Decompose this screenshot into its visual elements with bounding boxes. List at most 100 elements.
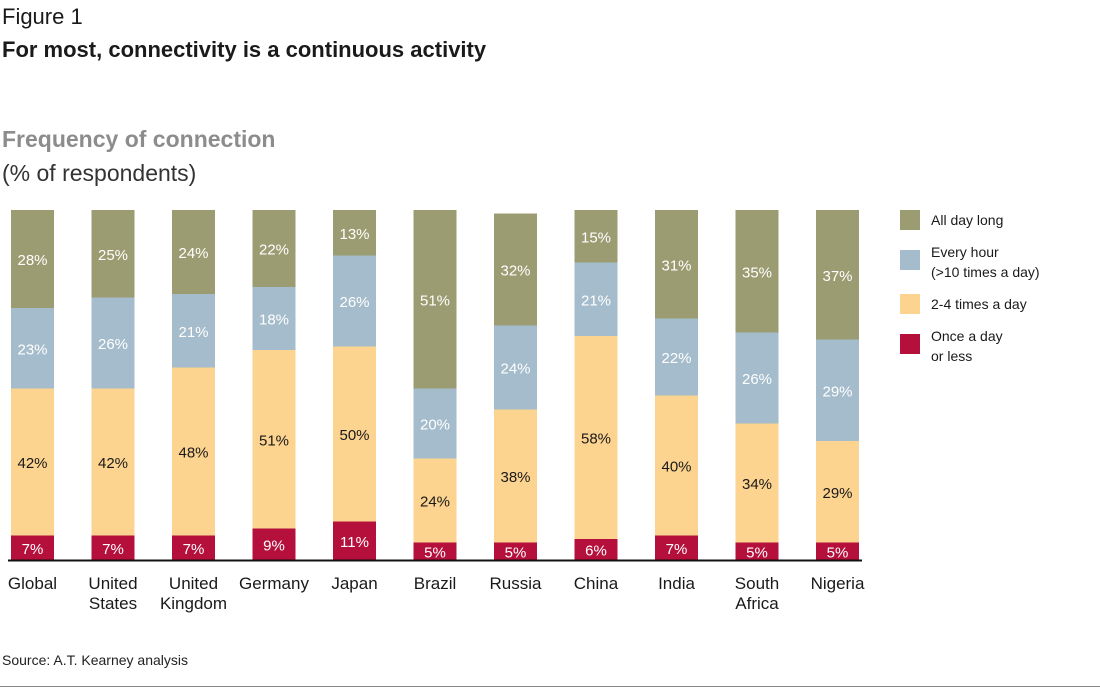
data-label-8-1: 6% xyxy=(585,543,607,560)
bar-segment-5-4 xyxy=(333,210,376,256)
data-label-2-1: 7% xyxy=(102,541,124,558)
legend-label-2-line-1: Every hour xyxy=(931,244,999,260)
data-label-10-1: 5% xyxy=(746,544,768,561)
category-label-2-line-2: States xyxy=(89,594,137,613)
bar-segment-2-3 xyxy=(91,297,135,389)
bar-segment-3-4 xyxy=(172,210,215,294)
data-label-9-2: 40% xyxy=(661,459,691,476)
bar-segment-8-4 xyxy=(574,210,618,263)
data-label-4-4: 22% xyxy=(259,242,289,259)
data-label-1-4: 28% xyxy=(17,252,47,269)
source-note: Source: A.T. Kearney analysis xyxy=(2,652,188,668)
data-label-7-4: 32% xyxy=(500,263,530,280)
bar-segment-10-2 xyxy=(735,423,779,543)
category-label-5: Japan xyxy=(331,574,377,593)
data-label-4-2: 51% xyxy=(259,432,289,449)
bar-segment-10-1 xyxy=(735,542,779,560)
data-label-5-3: 26% xyxy=(339,294,369,311)
bar-segment-2-1 xyxy=(91,535,135,560)
category-label-4: Germany xyxy=(239,574,309,593)
category-label-2-line-1: United xyxy=(88,574,137,593)
data-label-8-4: 15% xyxy=(581,229,611,246)
bar-segment-11-3 xyxy=(816,339,859,441)
legend-label-2-line-2: (>10 times a day) xyxy=(931,264,1040,280)
bar-segment-7-3 xyxy=(494,325,537,410)
bar-segment-10-3 xyxy=(735,332,779,424)
bar-segment-9-3 xyxy=(655,318,698,396)
data-label-7-1: 5% xyxy=(505,544,527,561)
bar-segment-4-4 xyxy=(252,210,296,287)
data-label-1-3: 23% xyxy=(17,341,47,358)
data-label-11-2: 29% xyxy=(822,485,852,502)
bar-segment-4-1 xyxy=(252,528,296,560)
category-label-7: Russia xyxy=(490,574,543,593)
data-label-6-2: 24% xyxy=(420,494,450,511)
bar-segment-9-1 xyxy=(655,535,698,560)
bar-segment-2-4 xyxy=(91,210,135,298)
data-label-7-2: 38% xyxy=(500,469,530,486)
legend-label-4-line-1: Once a day xyxy=(931,328,1003,344)
bar-segment-9-4 xyxy=(655,210,698,319)
data-label-11-3: 29% xyxy=(822,383,852,400)
data-label-8-3: 21% xyxy=(581,292,611,309)
bar-segment-1-4 xyxy=(11,210,54,308)
category-label-3-line-2: Kingdom xyxy=(160,594,227,613)
category-label-11: Nigeria xyxy=(811,574,865,593)
legend-swatch-4 xyxy=(900,334,920,354)
data-label-5-4: 13% xyxy=(339,226,369,243)
data-label-10-3: 26% xyxy=(742,371,772,388)
bar-segment-8-1 xyxy=(574,539,618,560)
data-label-1-1: 7% xyxy=(22,541,44,558)
data-label-10-4: 35% xyxy=(742,264,772,281)
data-label-5-1: 11% xyxy=(340,534,369,551)
legend-label-4-line-2: or less xyxy=(931,348,972,364)
data-label-11-1: 5% xyxy=(827,544,849,561)
bar-segment-5-2 xyxy=(333,346,376,522)
data-label-5-2: 50% xyxy=(339,427,369,444)
bar-segment-11-1 xyxy=(816,542,859,560)
category-label-3-line-1: United xyxy=(169,574,218,593)
bar-segment-5-1 xyxy=(333,521,376,560)
bar-segment-3-3 xyxy=(172,294,215,368)
category-label-9: India xyxy=(658,574,695,593)
figure-label: Figure 1 xyxy=(2,4,83,29)
data-label-4-3: 18% xyxy=(259,312,289,329)
bar-segment-3-2 xyxy=(172,367,215,536)
bar-segment-1-3 xyxy=(11,308,54,389)
data-label-10-2: 34% xyxy=(742,476,772,493)
data-label-2-2: 42% xyxy=(98,455,128,472)
bar-segment-6-2 xyxy=(413,458,457,543)
bar-segment-11-4 xyxy=(816,210,859,340)
category-label-6: Brazil xyxy=(414,574,457,593)
category-label-1: Global xyxy=(8,574,57,593)
legend-label-3: 2-4 times a day xyxy=(931,296,1027,312)
stacked-bar-chart: 7%42%23%28%Global7%42%26%25%UnitedStates… xyxy=(8,210,1040,613)
data-label-3-1: 7% xyxy=(183,541,205,558)
data-label-7-3: 24% xyxy=(500,361,530,378)
bar-segment-2-2 xyxy=(91,388,135,536)
legend-swatch-2 xyxy=(900,250,920,270)
bar-segment-1-2 xyxy=(11,388,54,536)
figure-title: For most, connectivity is a continuous a… xyxy=(2,37,487,62)
data-label-9-1: 7% xyxy=(666,541,688,558)
data-label-9-3: 22% xyxy=(661,350,691,367)
bar-segment-6-1 xyxy=(413,542,457,560)
bar-segment-4-2 xyxy=(252,350,296,529)
data-label-6-3: 20% xyxy=(420,417,450,434)
data-label-4-1: 9% xyxy=(263,537,285,554)
bar-segment-4-3 xyxy=(252,287,296,350)
chart-subtitle: (% of respondents) xyxy=(2,160,197,186)
bar-segment-8-2 xyxy=(574,336,618,539)
bar-segment-8-3 xyxy=(574,262,618,336)
data-label-2-3: 26% xyxy=(98,336,128,353)
data-label-6-1: 5% xyxy=(424,544,446,561)
data-label-3-2: 48% xyxy=(178,445,208,462)
data-label-8-2: 58% xyxy=(581,431,611,448)
bottom-divider xyxy=(0,686,1100,687)
legend-label-1: All day long xyxy=(931,212,1003,228)
data-label-3-4: 24% xyxy=(178,245,208,262)
legend-swatch-3 xyxy=(900,294,920,314)
bar-segment-3-1 xyxy=(172,535,215,560)
data-label-9-4: 31% xyxy=(661,257,691,274)
legend-swatch-1 xyxy=(900,210,920,230)
